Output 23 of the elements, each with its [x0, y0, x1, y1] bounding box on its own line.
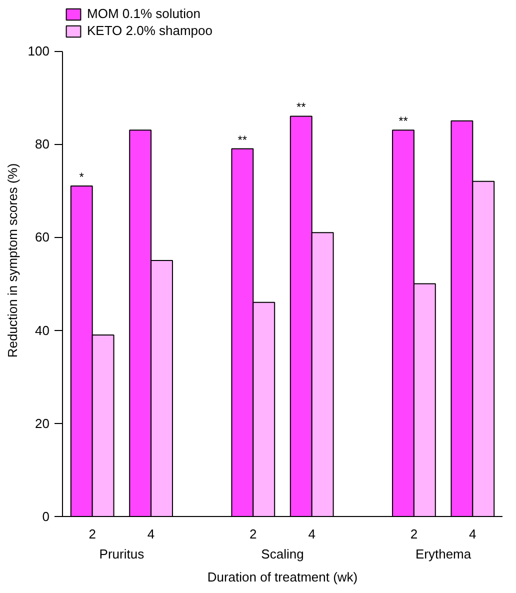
text: Pruritus [99, 546, 145, 562]
y-tick-label: 60 [35, 230, 50, 245]
annotation: ** [238, 132, 248, 147]
legend-label: MOM 0.1% solution [87, 6, 200, 21]
annotation: ** [398, 114, 408, 128]
y-tick-label: 40 [35, 322, 50, 338]
y-tick-label: 20 [35, 416, 50, 431]
y-tick-label: 0 [42, 509, 50, 524]
x-tick-label: 2 [250, 526, 257, 542]
x-tick-label: 4 [147, 526, 155, 542]
x-tick-label: 2 [410, 526, 418, 542]
x-axis-title: Duration of treatment (wk) [207, 570, 358, 584]
y-axis-title: Reduction in symptom scores (%) [4, 163, 20, 358]
text: Scaling [261, 546, 304, 562]
legend-label: KETO 2.0% shampoo [87, 23, 212, 38]
x-tick-label: 2 [88, 526, 96, 542]
y-tick-label: 80 [35, 136, 50, 152]
annotation: ** [296, 100, 306, 114]
x-tick-label: 4 [308, 526, 316, 542]
text: Erythema [415, 546, 472, 562]
x-tick-label: 4 [469, 526, 476, 542]
annotation: * [79, 170, 84, 184]
y-tick-label: 100 [28, 44, 50, 59]
